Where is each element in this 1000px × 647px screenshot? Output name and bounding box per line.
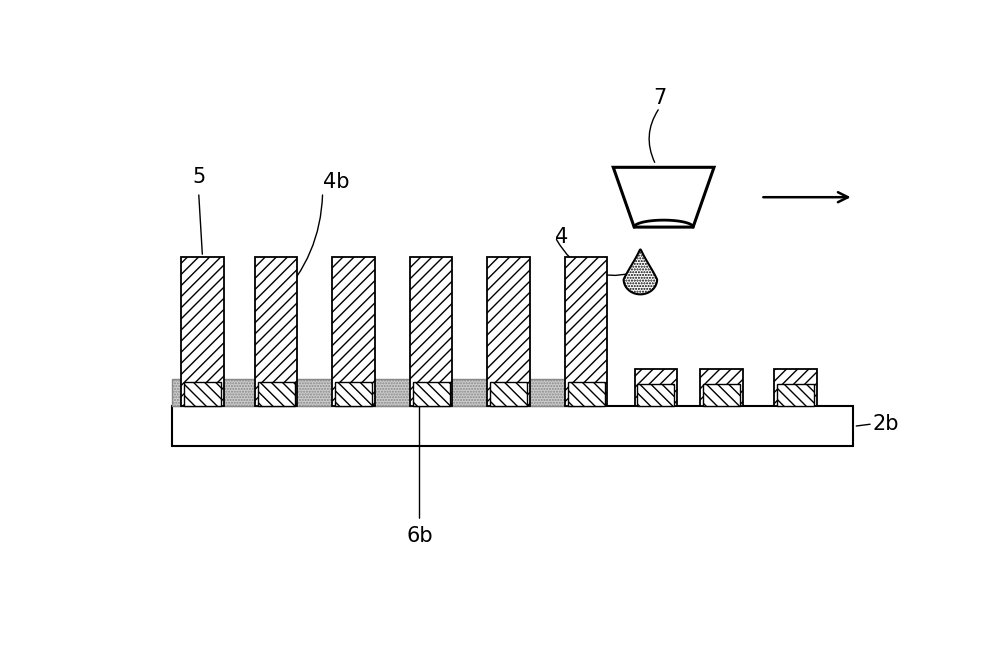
Bar: [700, 369, 743, 406]
Bar: [184, 382, 221, 406]
Polygon shape: [624, 250, 657, 294]
Bar: [565, 257, 607, 406]
Bar: [568, 382, 605, 406]
Bar: [413, 382, 450, 406]
Bar: [181, 257, 224, 406]
Bar: [172, 406, 853, 446]
Text: 7: 7: [653, 87, 666, 107]
Text: 6b: 6b: [406, 526, 433, 546]
Bar: [637, 384, 674, 406]
Bar: [332, 257, 375, 406]
Bar: [703, 384, 740, 406]
Bar: [410, 257, 452, 406]
Bar: [774, 369, 817, 406]
Bar: [255, 257, 297, 406]
Polygon shape: [613, 168, 714, 227]
Bar: [487, 257, 530, 406]
Bar: [490, 382, 527, 406]
Text: 4: 4: [555, 227, 568, 247]
Bar: [335, 382, 372, 406]
Bar: [258, 382, 295, 406]
Bar: [172, 379, 602, 406]
Bar: [777, 384, 814, 406]
Text: 5: 5: [192, 167, 205, 187]
Text: 2b: 2b: [873, 414, 899, 434]
Text: 4b: 4b: [323, 172, 349, 192]
Bar: [635, 369, 677, 406]
